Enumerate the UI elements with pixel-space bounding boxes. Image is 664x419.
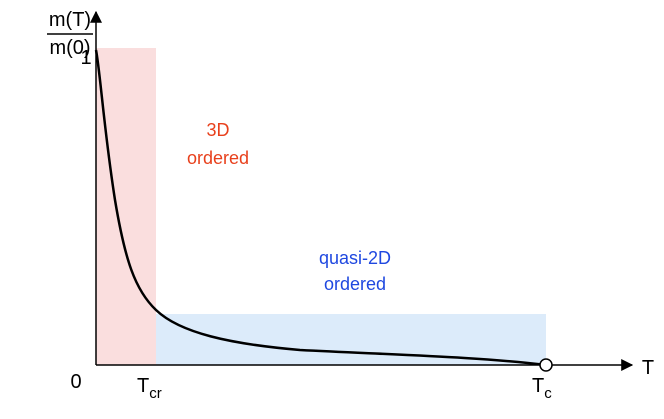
t-cr-sub: cr xyxy=(149,385,162,402)
origin-label: 0 xyxy=(70,371,81,393)
region-2d-label: quasi-2D xyxy=(319,248,391,268)
t-c-sub: c xyxy=(544,385,552,402)
region-2d-label: ordered xyxy=(324,274,386,294)
t-c-label: Tc xyxy=(532,375,552,402)
t-c-main: T xyxy=(532,375,544,397)
curve xyxy=(94,49,547,367)
tc-point xyxy=(539,358,553,372)
t-cr-label: Tcr xyxy=(137,375,162,402)
x-axis-label: T xyxy=(642,357,654,379)
region-2d xyxy=(156,314,546,365)
region-3d-label: ordered xyxy=(187,148,249,168)
t-cr-main: T xyxy=(137,375,149,397)
region-3d xyxy=(96,48,156,365)
y-tick-label: 1 xyxy=(80,47,91,69)
y-label-numerator: m(T) xyxy=(49,9,91,31)
y-label-denominator: m(0) xyxy=(49,37,90,59)
region-3d-label: 3D xyxy=(206,120,229,140)
